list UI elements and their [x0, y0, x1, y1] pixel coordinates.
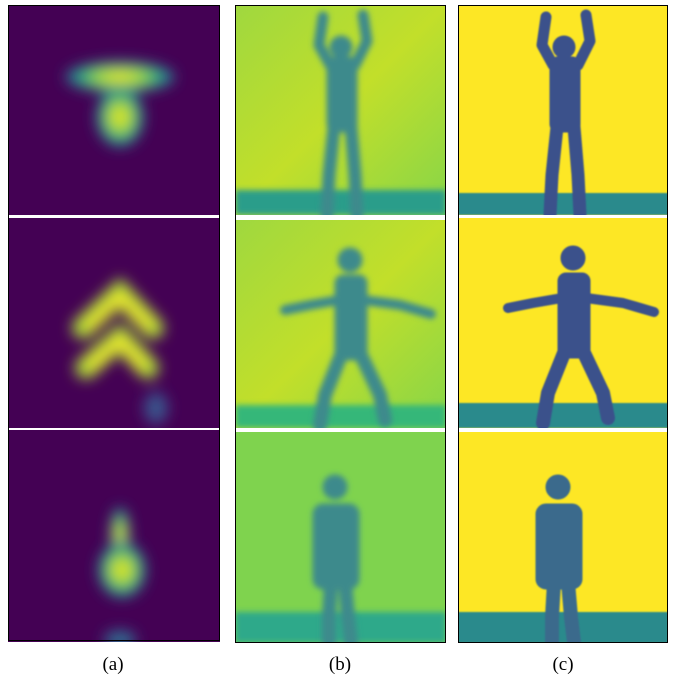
- panel-background: [8, 218, 220, 428]
- depth-panel: [235, 5, 446, 215]
- depth-panel: [458, 218, 668, 428]
- heatmap-panel: [8, 218, 220, 428]
- floor: [458, 403, 668, 428]
- heatmap-panel: [8, 5, 220, 215]
- depth-panel: [235, 220, 446, 428]
- floor: [458, 193, 668, 215]
- floor: [458, 612, 668, 643]
- figure: (a) (b) (c): [0, 0, 683, 683]
- caption: (c): [552, 654, 573, 675]
- page: (a) (b) (c) (() => { const data = JSON.p…: [0, 0, 683, 683]
- caption: (b): [329, 654, 351, 675]
- floor: [235, 405, 446, 428]
- depth-panel: [458, 5, 668, 215]
- caption: (a): [102, 654, 123, 675]
- floor: [235, 190, 446, 215]
- heatmap-panel: [8, 430, 220, 650]
- depth-panel: [235, 432, 446, 643]
- floor: [235, 612, 446, 643]
- depth-panel: [458, 432, 668, 643]
